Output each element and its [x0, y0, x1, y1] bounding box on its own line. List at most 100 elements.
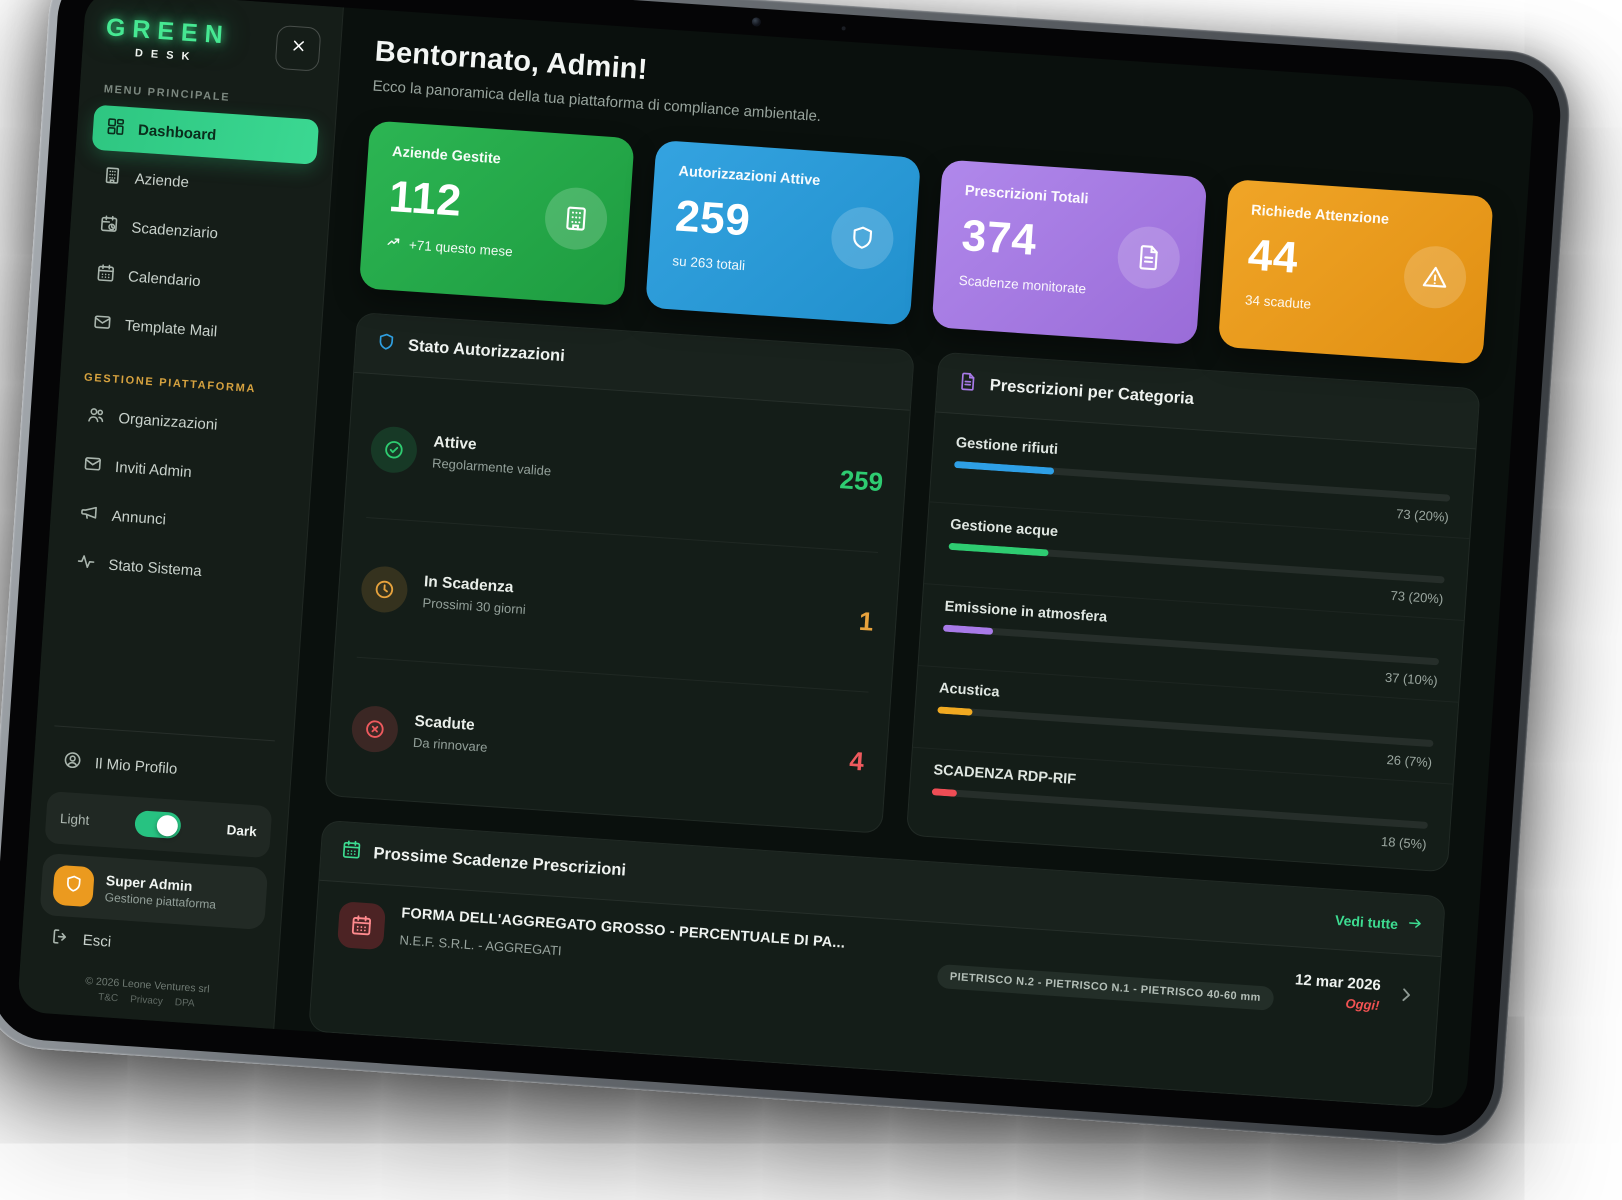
shield-icon: [375, 331, 397, 357]
sidebar-item-label: Annunci: [111, 507, 167, 529]
stat-card-prescrizioni[interactable]: Prescrizioni Totali 374 Scadenze monitor…: [931, 159, 1208, 346]
calendar-clock-icon: [99, 214, 120, 238]
sidebar-item-label: Il Mio Profilo: [94, 755, 178, 778]
status-row-sub: Prossimi 30 giorni: [422, 595, 527, 618]
category-rows: Gestione rifiuti 73 (20%) Gestione acque…: [907, 413, 1475, 872]
status-row-value: 259: [838, 464, 885, 498]
status-row-text: In Scadenza Prossimi 30 giorni: [422, 573, 528, 617]
app-logo: GREEN DESK: [104, 13, 231, 65]
tablet-bezel: GREEN DESK MENU PRINCIPALE Dashboard: [0, 0, 1564, 1139]
sidebar-item-label: Aziende: [134, 170, 190, 192]
logo-text-green: GREEN: [105, 13, 231, 50]
stat-label: Aziende Gestite: [391, 143, 502, 168]
trend-up-icon: [385, 234, 402, 254]
theme-light-label: Light: [59, 810, 90, 828]
theme-toggle-knob: [156, 814, 179, 837]
theme-dark-label: Dark: [226, 821, 258, 839]
document-icon: [957, 371, 979, 397]
stat-sub-text: +71 questo mese: [408, 237, 514, 260]
sidebar-section-main: MENU PRINCIPALE: [103, 83, 231, 104]
chevron-right-icon[interactable]: [1395, 984, 1417, 1010]
stat-label: Prescrizioni Totali: [964, 183, 1089, 208]
see-all-label: Vedi tutte: [1334, 911, 1399, 932]
sidebar-header: GREEN DESK: [98, 11, 326, 72]
user-role-badge: [52, 864, 95, 908]
deadlines-panel: Prossime Scadenze Prescrizioni Vedi tutt…: [308, 819, 1446, 1108]
user-info: Super Admin Gestione piattaforma: [104, 872, 217, 912]
categories-panel: Prescrizioni per Categoria Gestione rifi…: [906, 351, 1481, 873]
ambient-sensor: [841, 26, 846, 31]
stat-sub-text: 34 scadute: [1244, 292, 1312, 312]
category-progress-fill: [948, 542, 1049, 557]
front-camera: [751, 17, 761, 27]
deadline-date-block: 12 mar 2026 Oggi!: [1293, 971, 1381, 1013]
megaphone-icon: [79, 503, 100, 527]
stat-sub-text: su 263 totali: [671, 253, 746, 274]
sidebar-item-label: Stato Sistema: [107, 556, 203, 580]
mail-icon: [92, 312, 113, 336]
clock-icon: [359, 564, 409, 614]
status-panel: Stato Autorizzazioni Attive Regolarmente…: [324, 311, 916, 834]
stat-label: Autorizzazioni Attive: [677, 163, 821, 190]
theme-toggle[interactable]: [134, 810, 182, 840]
calendar-icon: [341, 839, 363, 865]
status-row-title: Scadute: [413, 712, 476, 734]
sidebar-footer: © 2026 Leone Ventures srl T&C Privacy DP…: [34, 972, 260, 1014]
theme-switch-row: Light Dark: [44, 791, 273, 859]
close-icon: [289, 37, 307, 60]
deadline-date: 12 mar 2026: [1294, 971, 1382, 995]
tablet-device: GREEN DESK MENU PRINCIPALE Dashboard: [0, 0, 1574, 1149]
sidebar-item-label: Inviti Admin: [114, 458, 193, 482]
status-row-text: Scadute Da rinnovare: [413, 713, 490, 755]
logout-icon: [50, 927, 71, 951]
sidebar-item-label: Dashboard: [137, 121, 217, 144]
sidebar-item-label: Calendario: [127, 268, 202, 291]
status-rows: Attive Regolarmente valide 259 In Scaden…: [325, 373, 910, 833]
status-row-sub: Da rinnovare: [412, 734, 488, 755]
mail-icon: [82, 454, 103, 478]
app-screen: GREEN DESK MENU PRINCIPALE Dashboard: [16, 0, 1536, 1111]
status-row-sub: Regolarmente valide: [431, 455, 552, 479]
category-progress-fill: [931, 788, 958, 797]
stat-label: Richiede Attenzione: [1250, 202, 1390, 228]
main-menu: Dashboard Aziende Scadenziario Cale: [78, 104, 320, 361]
admin-menu: Organizzazioni Inviti Admin Annunci: [62, 393, 300, 600]
status-row-value: 1: [858, 605, 875, 637]
calendar-icon: [95, 263, 116, 287]
sidebar-divider: [54, 725, 275, 742]
category-progress-fill: [942, 624, 994, 635]
building-icon: [102, 165, 123, 189]
sidebar-item-profilo[interactable]: Il Mio Profilo: [48, 738, 276, 798]
logout-label: Esci: [82, 931, 112, 951]
shield-icon: [63, 873, 85, 899]
sidebar-section-admin: GESTIONE PIATTAFORMA: [83, 371, 257, 396]
activity-icon: [76, 551, 97, 575]
categories-panel-title: Prescrizioni per Categoria: [989, 376, 1195, 409]
category-progress-fill: [954, 460, 1054, 475]
sidebar-spacer: [53, 585, 286, 727]
x-circle-icon: [350, 704, 400, 754]
deadline-company: N.E.F. S.R.L. - AGGREGATI: [399, 931, 563, 958]
footer-link-privacy[interactable]: Privacy: [129, 994, 164, 1008]
deadline-status: Oggi!: [1345, 995, 1380, 1014]
stat-card-aziende[interactable]: Aziende Gestite 112 +71 questo mese: [358, 120, 635, 307]
footer-link-dpa[interactable]: DPA: [174, 997, 195, 1010]
deadline-calendar-icon: [336, 901, 386, 951]
sidebar-close-button[interactable]: [274, 24, 322, 72]
status-row-title: In Scadenza: [423, 573, 514, 597]
main-content: Bentornato, Admin! Ecco la panoramica de…: [274, 7, 1535, 1110]
sidebar-item-label: Scadenziario: [130, 219, 219, 243]
arrow-right-icon: [1406, 915, 1423, 935]
stat-sub-text: Scadenze monitorate: [958, 272, 1087, 297]
stat-card-attenzione[interactable]: Richiede Attenzione 44 34 scadute: [1217, 178, 1494, 365]
status-row-text: Attive Regolarmente valide: [432, 433, 553, 478]
check-circle-icon: [369, 424, 419, 474]
footer-link-tc[interactable]: T&C: [97, 991, 119, 1005]
status-panel-title: Stato Autorizzazioni: [407, 336, 566, 366]
stat-card-autorizzazioni[interactable]: Autorizzazioni Attive 259 su 263 totali: [645, 139, 922, 326]
see-all-link[interactable]: Vedi tutte: [1335, 910, 1424, 935]
deadlines-panel-title: Prossime Scadenze Prescrizioni: [372, 844, 627, 880]
category-progress-fill: [937, 706, 973, 716]
status-row-title: Attive: [432, 433, 478, 454]
